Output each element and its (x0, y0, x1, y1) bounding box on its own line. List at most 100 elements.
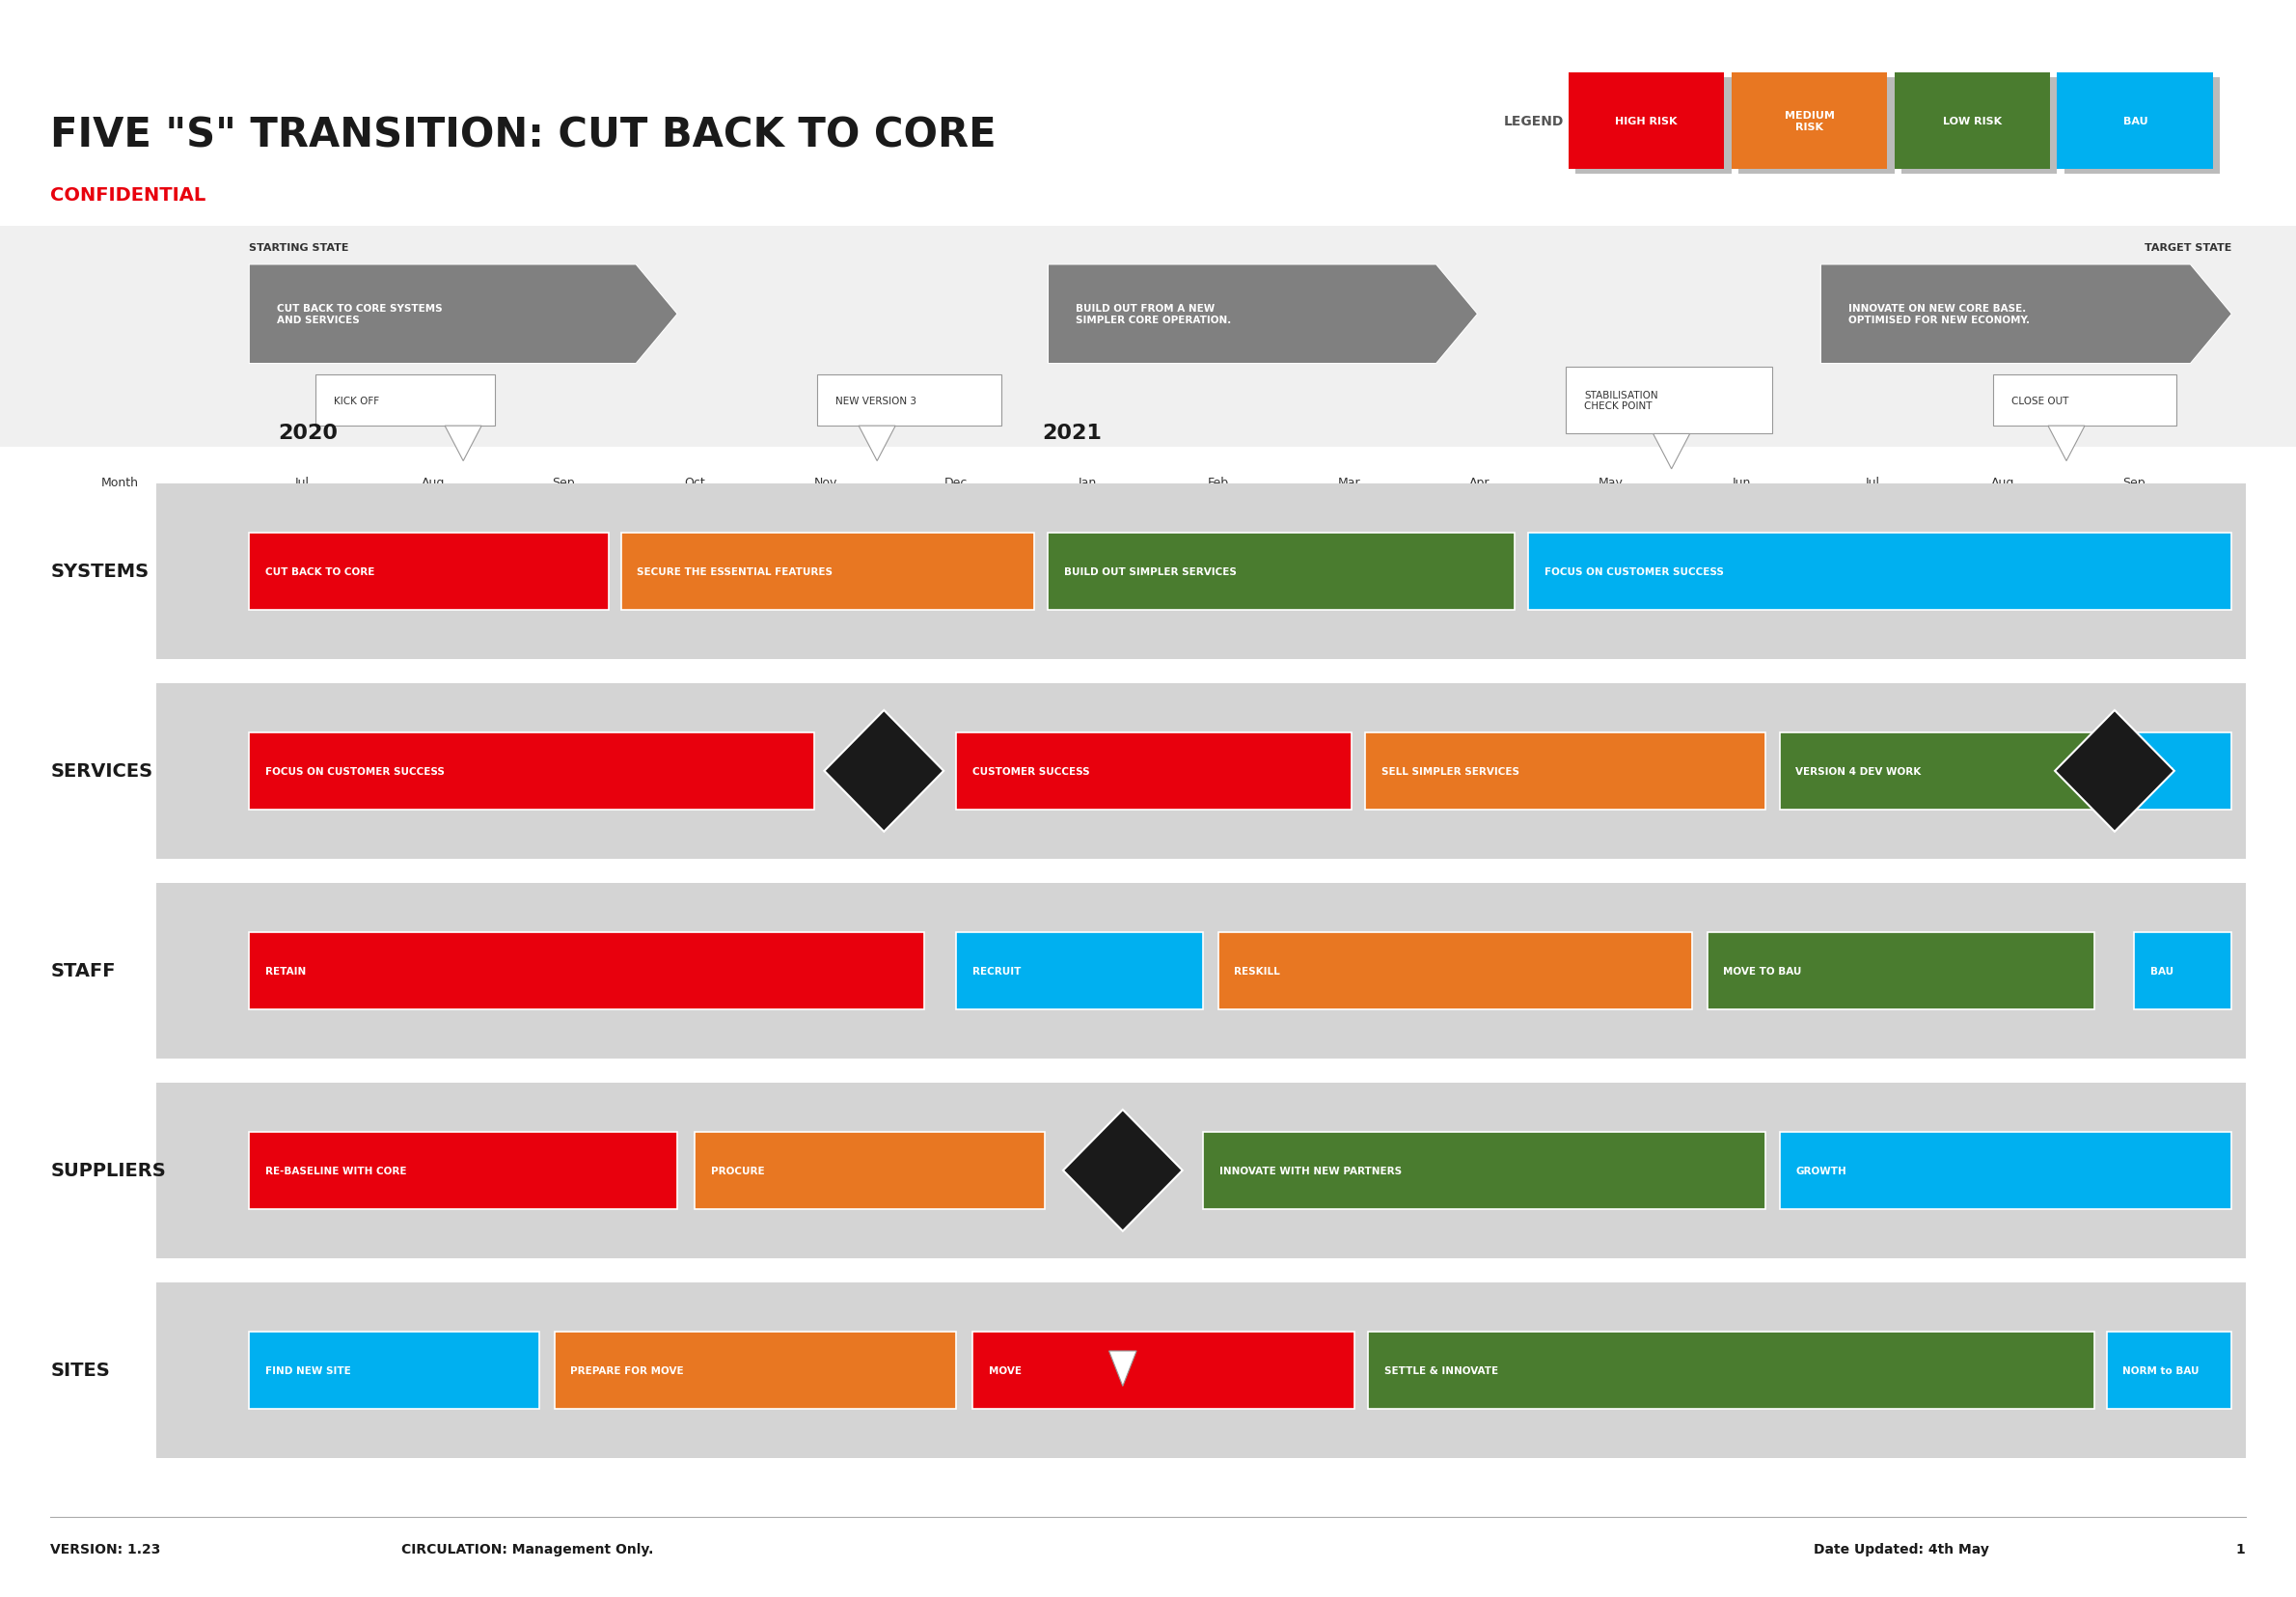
Text: PREPARE FOR MOVE: PREPARE FOR MOVE (569, 1365, 684, 1375)
FancyBboxPatch shape (1217, 933, 1692, 1009)
Text: NEW VERSION 3: NEW VERSION 3 (836, 396, 916, 406)
FancyBboxPatch shape (317, 375, 496, 426)
FancyBboxPatch shape (1993, 375, 2177, 426)
Text: INNOVATE WITH NEW PARTNERS: INNOVATE WITH NEW PARTNERS (1219, 1166, 1401, 1175)
Text: CUSTOMER SUCCESS: CUSTOMER SUCCESS (974, 767, 1091, 776)
Text: KICK OFF: KICK OFF (335, 396, 379, 406)
Text: Apr: Apr (1469, 476, 1490, 489)
Text: Nov: Nov (813, 476, 838, 489)
FancyBboxPatch shape (957, 733, 1352, 810)
Polygon shape (2055, 711, 2174, 832)
Text: BUILD OUT FROM A NEW
SIMPLER CORE OPERATION.: BUILD OUT FROM A NEW SIMPLER CORE OPERAT… (1075, 303, 1231, 326)
FancyBboxPatch shape (156, 1083, 2245, 1258)
Text: Date Updated: 4th May: Date Updated: 4th May (1814, 1543, 1988, 1555)
FancyBboxPatch shape (250, 933, 923, 1009)
Text: CONFIDENTIAL: CONFIDENTIAL (51, 185, 207, 204)
Text: MEDIUM
RISK: MEDIUM RISK (1784, 110, 1835, 133)
FancyBboxPatch shape (156, 684, 2245, 859)
FancyBboxPatch shape (974, 1332, 1355, 1409)
FancyBboxPatch shape (1995, 422, 2174, 426)
Text: RE-BASELINE WITH CORE: RE-BASELINE WITH CORE (266, 1166, 406, 1175)
Text: v3: v3 (875, 765, 893, 778)
FancyBboxPatch shape (319, 422, 494, 426)
FancyBboxPatch shape (556, 1332, 957, 1409)
Text: MOVE: MOVE (987, 1365, 1022, 1375)
Text: Jun: Jun (1731, 476, 1752, 489)
Text: BAU: BAU (2124, 117, 2147, 126)
FancyBboxPatch shape (1731, 73, 1887, 169)
Text: Oct: Oct (684, 476, 705, 489)
Text: Sign: Sign (1109, 1164, 1137, 1177)
Polygon shape (1109, 1351, 1137, 1386)
Text: v4: v4 (2105, 765, 2124, 778)
FancyBboxPatch shape (250, 533, 608, 610)
Text: RECRUIT: RECRUIT (974, 966, 1022, 976)
FancyBboxPatch shape (1114, 1346, 1327, 1351)
FancyBboxPatch shape (1111, 1290, 1329, 1351)
Text: INNOVATE ON NEW CORE BASE.
OPTIMISED FOR NEW ECONOMY.: INNOVATE ON NEW CORE BASE. OPTIMISED FOR… (1848, 303, 2030, 326)
Text: LOW RISK: LOW RISK (1942, 117, 2002, 126)
Text: STARTING STATE: STARTING STATE (250, 243, 349, 252)
Text: VERSION: 1.23: VERSION: 1.23 (51, 1543, 161, 1555)
Text: SETTLE & INNOVATE: SETTLE & INNOVATE (1384, 1365, 1499, 1375)
Polygon shape (445, 426, 482, 462)
Text: GROWTH: GROWTH (1795, 1166, 1846, 1175)
Text: Jul: Jul (294, 476, 310, 489)
FancyBboxPatch shape (1529, 533, 2232, 610)
FancyBboxPatch shape (0, 227, 2296, 447)
Text: BAU: BAU (2149, 767, 2174, 776)
FancyBboxPatch shape (156, 883, 2245, 1059)
Text: CUT BACK TO CORE SYSTEMS
AND SERVICES: CUT BACK TO CORE SYSTEMS AND SERVICES (276, 303, 443, 326)
FancyBboxPatch shape (250, 733, 813, 810)
Text: RESKILL: RESKILL (1235, 966, 1281, 976)
Text: FOCUS ON CUSTOMER SUCCESS: FOCUS ON CUSTOMER SUCCESS (1543, 567, 1724, 577)
Text: Month: Month (101, 476, 138, 489)
FancyBboxPatch shape (1047, 533, 1515, 610)
FancyBboxPatch shape (1738, 78, 1894, 174)
Polygon shape (1821, 265, 2232, 364)
Polygon shape (1653, 434, 1690, 470)
FancyBboxPatch shape (1368, 1332, 2094, 1409)
Polygon shape (824, 711, 944, 832)
Text: SERVICES: SERVICES (51, 762, 154, 781)
FancyBboxPatch shape (156, 1282, 2245, 1458)
FancyBboxPatch shape (250, 1132, 677, 1209)
FancyBboxPatch shape (622, 533, 1035, 610)
Text: Sep: Sep (553, 476, 574, 489)
FancyBboxPatch shape (2057, 73, 2213, 169)
FancyBboxPatch shape (693, 1132, 1045, 1209)
FancyBboxPatch shape (1779, 1132, 2232, 1209)
Text: Feb: Feb (1208, 476, 1228, 489)
Text: May: May (1598, 476, 1623, 489)
Text: HIGH RISK: HIGH RISK (1614, 117, 1678, 126)
Text: TARGET STATE: TARGET STATE (2144, 243, 2232, 252)
Text: Will require dual: Will require dual (1130, 1316, 1212, 1326)
Text: STAFF: STAFF (51, 961, 115, 981)
Text: VERSION 4 DEV WORK: VERSION 4 DEV WORK (1795, 767, 1922, 776)
Text: BUILD OUT SIMPLER SERVICES: BUILD OUT SIMPLER SERVICES (1065, 567, 1238, 577)
FancyBboxPatch shape (1568, 73, 1724, 169)
Text: SUPPLIERS: SUPPLIERS (51, 1161, 165, 1180)
FancyBboxPatch shape (1901, 78, 2057, 174)
Text: CLOSE OUT: CLOSE OUT (2011, 396, 2069, 406)
FancyBboxPatch shape (1566, 367, 1773, 434)
FancyBboxPatch shape (2135, 933, 2232, 1009)
Text: SECURE THE ESSENTIAL FEATURES: SECURE THE ESSENTIAL FEATURES (638, 567, 833, 577)
Text: Dec: Dec (944, 476, 969, 489)
Text: Sep: Sep (2124, 476, 2144, 489)
Text: STABILISATION
CHECK POINT: STABILISATION CHECK POINT (1584, 390, 1658, 412)
FancyBboxPatch shape (2064, 78, 2220, 174)
FancyBboxPatch shape (250, 1332, 540, 1409)
FancyBboxPatch shape (820, 422, 999, 426)
Text: FIND NEW SITE: FIND NEW SITE (266, 1365, 351, 1375)
Text: BAU: BAU (2149, 966, 2174, 976)
Text: Aug: Aug (420, 476, 445, 489)
Text: Jan: Jan (1077, 476, 1097, 489)
Polygon shape (2048, 426, 2085, 462)
Text: FIVE "S" TRANSITION: CUT BACK TO CORE: FIVE "S" TRANSITION: CUT BACK TO CORE (51, 115, 996, 157)
Text: 2020: 2020 (278, 423, 338, 442)
Text: CUT BACK TO CORE: CUT BACK TO CORE (266, 567, 374, 577)
Text: Mar: Mar (1339, 476, 1359, 489)
Text: LEGEND: LEGEND (1504, 115, 1564, 128)
Text: SYSTEMS: SYSTEMS (51, 562, 149, 581)
